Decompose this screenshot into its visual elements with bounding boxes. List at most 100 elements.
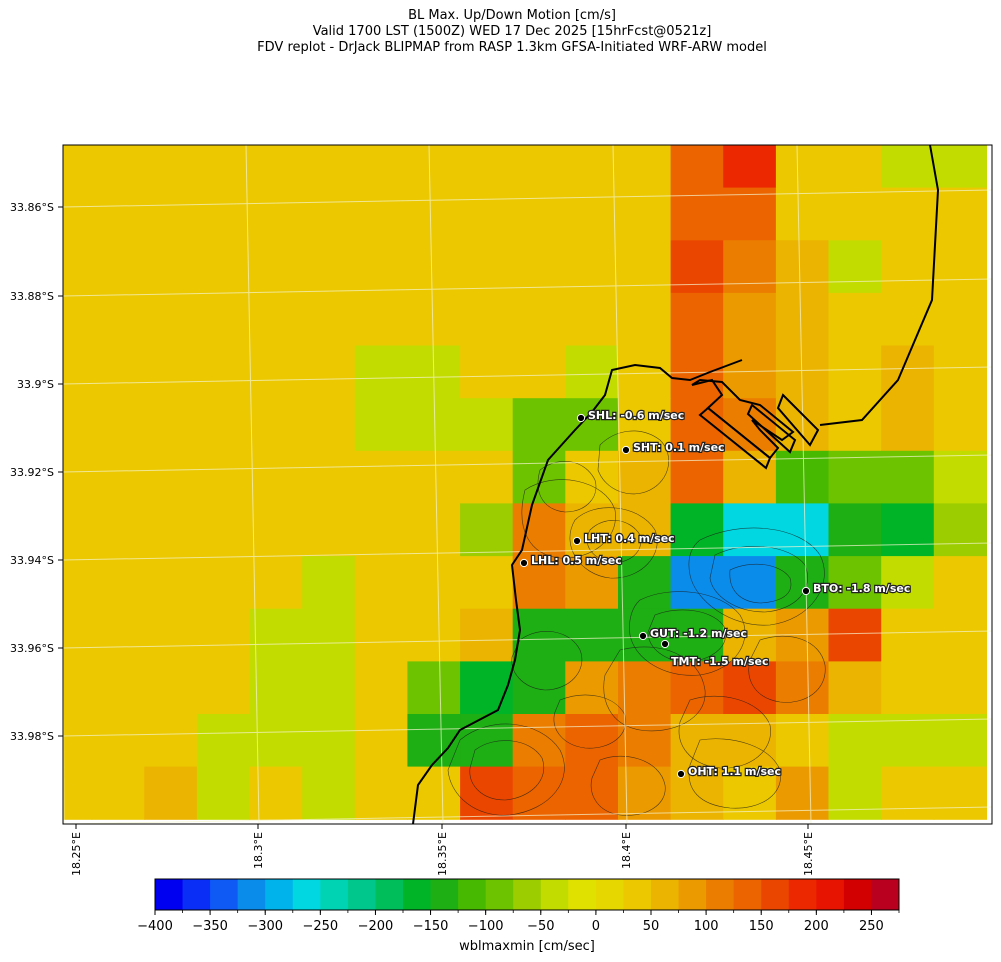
colorbar-swatch — [375, 879, 404, 910]
grid-cell — [775, 145, 830, 189]
colorbar-tick-label: −400 — [137, 919, 173, 934]
grid-cell — [565, 292, 619, 347]
colorbar-swatch — [265, 879, 294, 910]
grid-cell — [354, 292, 408, 347]
grid-cell — [775, 292, 830, 347]
grid-cell — [618, 450, 672, 504]
grid-cell — [670, 450, 724, 504]
longitude-tick-label: 18.4°E — [620, 832, 633, 869]
grid-cell — [828, 556, 882, 610]
grid-cell — [565, 398, 619, 452]
colorbar-label: wblmaxmin [cm/sec] — [459, 939, 595, 954]
grid-cell — [670, 240, 724, 294]
colorbar-swatch — [788, 879, 817, 910]
colorbar-swatch — [513, 879, 542, 910]
grid-cell — [670, 292, 724, 347]
latitude-tick-label: 33.86°S — [10, 201, 54, 214]
longitude-tick-label: 18.35°E — [436, 832, 449, 876]
grid-cell — [63, 766, 93, 820]
grid-cell — [302, 503, 356, 557]
grid-cell — [933, 661, 987, 715]
grid-cell — [302, 556, 356, 610]
title-line-3: FDV replot - DrJack BLIPMAP from RASP 1.… — [257, 40, 767, 55]
grid-cell — [91, 240, 145, 294]
station-oht[interactable]: OHT: 1.1 m/sec — [676, 764, 782, 779]
grid-cell — [63, 661, 93, 715]
grid-cell — [407, 292, 461, 347]
colorbar-tick-label: −50 — [527, 919, 554, 934]
grid-cell — [775, 187, 830, 241]
station-label: OHT: 1.1 m/sec — [688, 765, 781, 778]
grid-cell — [933, 503, 987, 557]
grid-cell — [249, 766, 303, 820]
grid-cell — [618, 661, 672, 715]
grid-cell — [460, 661, 514, 715]
grid-cell — [828, 766, 882, 820]
grid-cell — [512, 240, 566, 294]
grid-cell — [249, 292, 303, 347]
grid-cell — [249, 450, 303, 504]
colorbar-swatch — [210, 879, 239, 910]
grid-cell — [302, 450, 356, 504]
grid-cell — [828, 608, 882, 662]
station-label: SHT: 0.1 m/sec — [633, 441, 725, 454]
grid-cell — [723, 292, 777, 347]
grid-cell — [302, 714, 356, 768]
grid-cell — [881, 503, 935, 557]
grid-cell — [63, 556, 93, 610]
station-gut[interactable]: GUT: -1.2 m/sec — [638, 626, 748, 641]
wbl-field-grid — [63, 145, 987, 820]
colorbar-tick-label: −350 — [192, 919, 228, 934]
grid-cell — [354, 187, 408, 241]
figure-title: BL Max. Up/Down Motion [cm/s] Valid 1700… — [0, 8, 1001, 56]
station-lht[interactable]: LHT: 0.4 m/sec — [572, 531, 676, 546]
coastline — [412, 145, 940, 824]
grid-cell — [565, 240, 619, 294]
colorbar-swatch — [292, 879, 321, 910]
grid-cell — [460, 608, 514, 662]
colorbar-tick-label: 150 — [749, 919, 774, 934]
grid-cell — [881, 145, 935, 189]
station-lhl[interactable]: LHL: 0.5 m/sec — [519, 553, 623, 568]
grid-cell — [565, 503, 619, 557]
colorbar-tick-label: 50 — [643, 919, 660, 934]
station-marker — [572, 536, 582, 546]
grid-cell — [775, 503, 830, 557]
grid-cell — [354, 398, 408, 452]
grid-cell — [302, 398, 356, 452]
grid-cell — [512, 714, 566, 768]
grid-cell — [565, 345, 619, 399]
station-sht[interactable]: SHT: 0.1 m/sec — [621, 440, 726, 455]
latitude-tick-label: 33.98°S — [10, 730, 54, 743]
station-label: GUT: -1.2 m/sec — [650, 627, 747, 640]
grid-cell — [144, 766, 198, 820]
station-shl[interactable]: SHL: -0.6 m/sec — [576, 408, 685, 423]
station-tmt[interactable]: TMT: -1.5 m/sec — [660, 639, 770, 669]
harbour-outline — [691, 378, 820, 470]
grid-cell — [775, 661, 830, 715]
station-label: BTO: -1.8 m/sec — [813, 582, 910, 595]
grid-cell — [670, 556, 724, 610]
grid-cell — [460, 187, 514, 241]
station-marker — [519, 558, 529, 568]
grid-cell — [670, 398, 724, 452]
grid-cell — [144, 450, 198, 504]
grid-cell — [196, 145, 251, 189]
grid-cell — [565, 450, 619, 504]
latitude-tick-label: 33.96°S — [10, 642, 54, 655]
colorbar-swatch — [485, 879, 514, 910]
grid-cell — [828, 714, 882, 768]
grid-cell — [460, 450, 514, 504]
grid-cell — [196, 345, 251, 399]
grid-cell — [249, 503, 303, 557]
station-bto[interactable]: BTO: -1.8 m/sec — [801, 581, 912, 596]
station-label: SHL: -0.6 m/sec — [588, 409, 684, 422]
grid-cell — [407, 608, 461, 662]
grid-cell — [196, 292, 251, 347]
grid-cell — [775, 556, 830, 610]
colorbar-swatch — [816, 879, 845, 910]
grid-cell — [828, 503, 882, 557]
grid-cell — [249, 714, 303, 768]
latitude-tick-label: 33.88°S — [10, 290, 54, 303]
grid-cell — [196, 556, 251, 610]
